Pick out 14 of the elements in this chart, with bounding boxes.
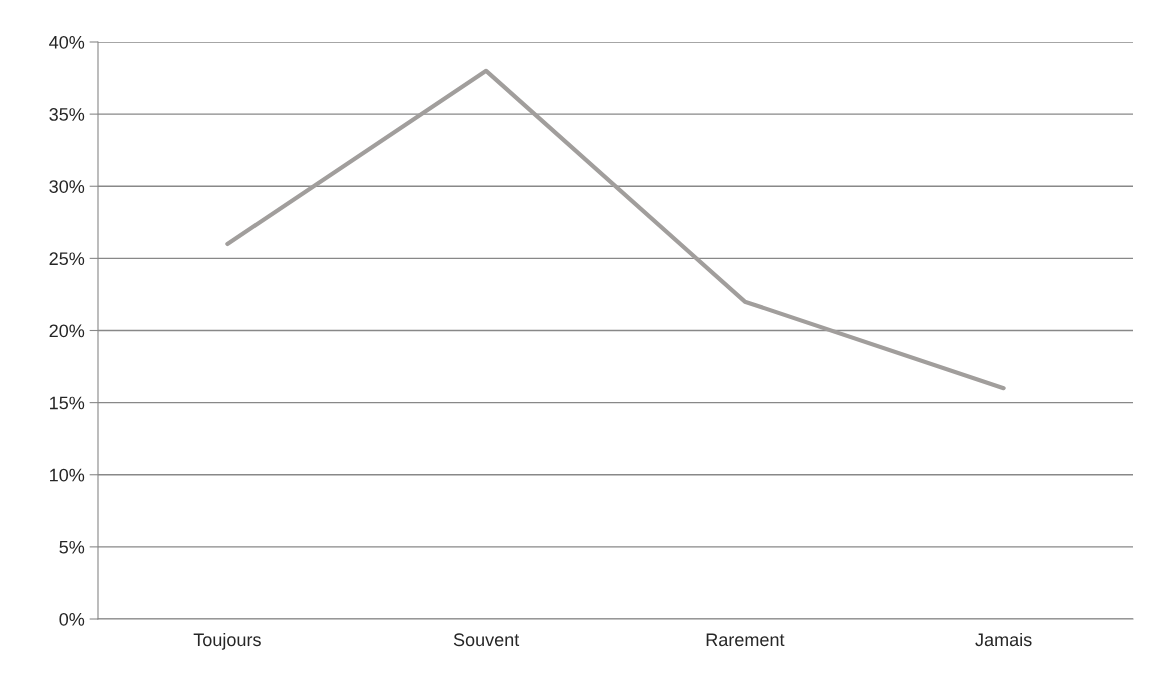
y-tick-label: 5%	[59, 540, 85, 554]
x-tick-label: Jamais	[975, 632, 1032, 647]
y-tick-label: 0%	[59, 612, 85, 626]
y-tick-label: 40%	[49, 35, 85, 49]
line-series	[225, 68, 1006, 391]
x-tick-label: Rarement	[706, 633, 785, 647]
y-tick-label: 15%	[50, 396, 85, 410]
y-tick-label: 25%	[49, 252, 85, 266]
y-tick-label: 30%	[49, 180, 85, 193]
x-tick-label: Souvent	[453, 633, 520, 647]
y-tick-label: 20%	[49, 324, 85, 338]
y-tick-label: 35%	[49, 108, 85, 121]
y-tick-label: 10%	[50, 468, 85, 482]
x-tick-label: Toujours	[193, 632, 261, 650]
